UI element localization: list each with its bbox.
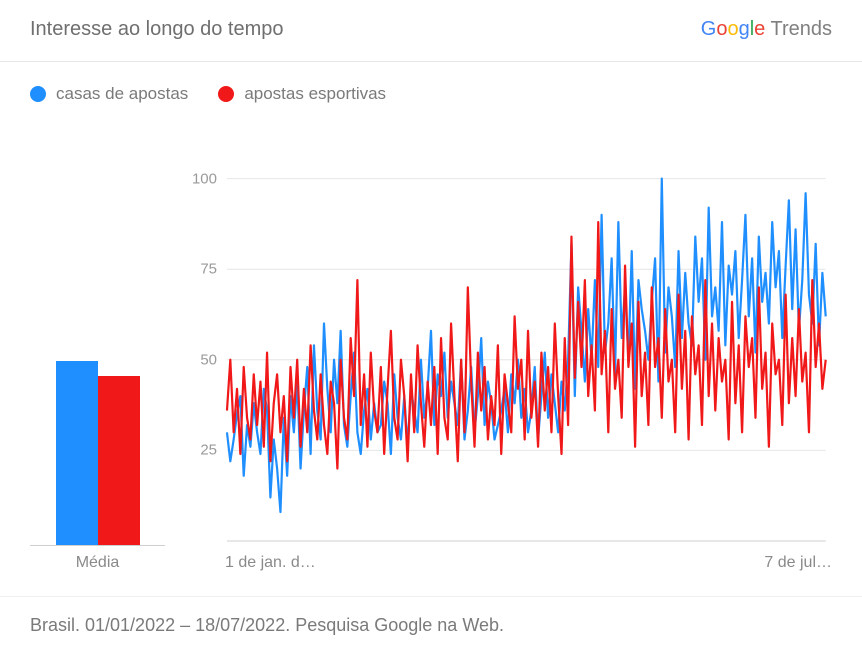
google-trends-logo: Google Trends bbox=[701, 18, 832, 41]
brand-trends-text: Trends bbox=[770, 18, 832, 40]
line-chart: 255075100 1 de jan. d… 7 de jul… bbox=[183, 170, 832, 572]
series-line bbox=[227, 179, 826, 512]
x-label-start: 1 de jan. d… bbox=[225, 554, 316, 572]
average-label: Média bbox=[30, 546, 165, 572]
average-bar bbox=[56, 361, 98, 545]
header: Interesse ao longo do tempo Google Trend… bbox=[0, 0, 862, 62]
legend-label: casas de apostas bbox=[56, 84, 188, 104]
average-bars bbox=[30, 170, 165, 546]
legend-label: apostas esportivas bbox=[244, 84, 386, 104]
legend-item-1[interactable]: apostas esportivas bbox=[218, 84, 386, 104]
average-bar bbox=[98, 376, 140, 545]
plot-area[interactable]: 255075100 bbox=[183, 170, 832, 546]
footer-text: Brasil. 01/01/2022 – 18/07/2022. Pesquis… bbox=[0, 596, 862, 654]
legend-item-0[interactable]: casas de apostas bbox=[30, 84, 188, 104]
x-axis-labels: 1 de jan. d… 7 de jul… bbox=[183, 546, 832, 572]
average-panel: Média bbox=[30, 170, 165, 572]
x-label-end: 7 de jul… bbox=[764, 554, 832, 572]
legend: casas de apostas apostas esportivas bbox=[0, 62, 862, 110]
page-title: Interesse ao longo do tempo bbox=[30, 18, 284, 41]
trends-widget: Interesse ao longo do tempo Google Trend… bbox=[0, 0, 862, 654]
legend-dot-icon bbox=[218, 86, 234, 102]
legend-dot-icon bbox=[30, 86, 46, 102]
chart-svg bbox=[183, 170, 832, 546]
chart-area: Média 255075100 1 de jan. d… 7 de jul… bbox=[0, 110, 862, 582]
